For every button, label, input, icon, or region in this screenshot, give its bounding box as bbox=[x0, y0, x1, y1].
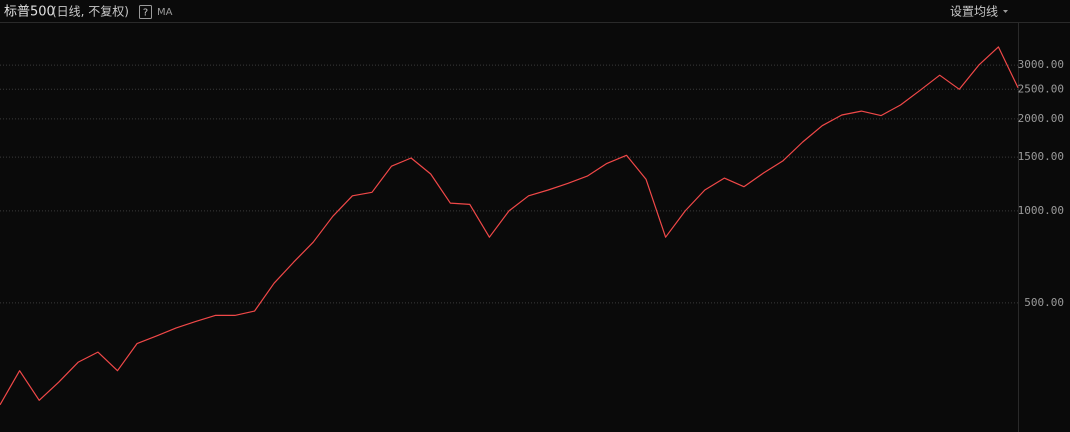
y-tick-label: 2000.00 bbox=[1018, 112, 1064, 125]
price-line bbox=[0, 46, 1019, 406]
chart-subtitle: (日线, 不复权) bbox=[52, 5, 129, 19]
indicator-label[interactable]: MA bbox=[157, 7, 173, 18]
settings-button[interactable]: 设置均线 bbox=[950, 5, 998, 19]
dropdown-arrow[interactable] bbox=[1003, 10, 1008, 13]
y-tick-label: 3000.00 bbox=[1018, 58, 1064, 71]
y-tick-label: 500.00 bbox=[1024, 296, 1064, 309]
help-icon[interactable]: ? bbox=[143, 8, 148, 19]
y-tick-label: 1500.00 bbox=[1018, 150, 1064, 163]
y-tick-label: 2500.00 bbox=[1018, 82, 1064, 95]
help-icon-box[interactable] bbox=[139, 5, 152, 19]
y-tick-label: 1000.00 bbox=[1018, 204, 1064, 217]
chart-title: 标普500 bbox=[4, 5, 55, 20]
